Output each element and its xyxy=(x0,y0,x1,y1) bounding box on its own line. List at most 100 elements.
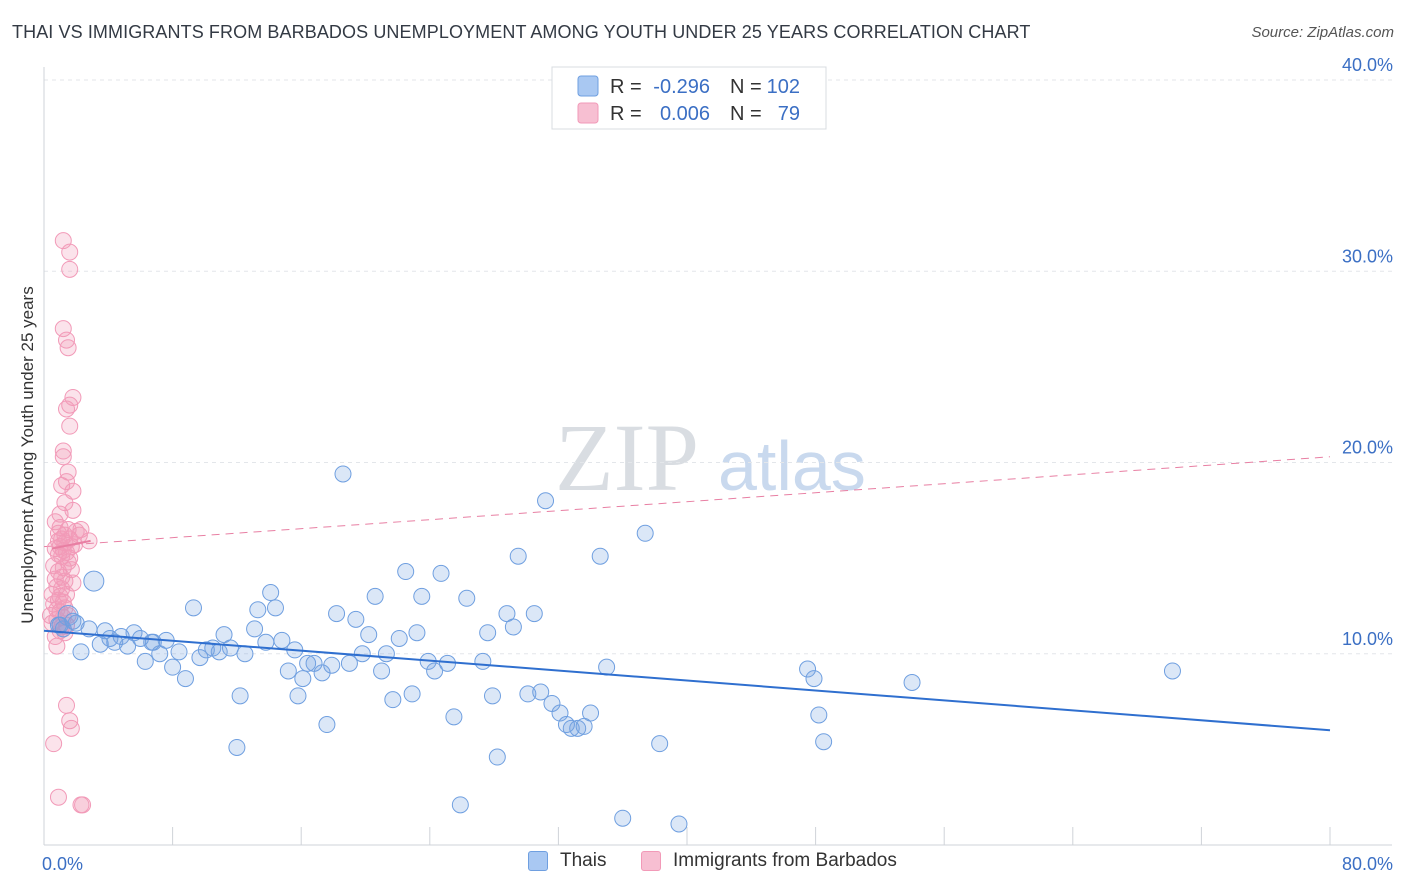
x-tick-label-max: 80.0% xyxy=(1342,854,1393,874)
thais-point xyxy=(246,620,264,638)
barbados-point xyxy=(61,417,79,435)
thais-point xyxy=(504,618,522,636)
thais-point xyxy=(651,735,669,753)
thais-point xyxy=(83,570,105,592)
thais-point xyxy=(91,635,109,653)
x-tick-label-min: 0.0% xyxy=(42,854,83,874)
legend-swatch xyxy=(577,75,599,97)
barbados-point xyxy=(64,501,82,519)
legend-r-value: 0.006 xyxy=(660,103,710,125)
thais-point xyxy=(903,673,921,691)
thais-point xyxy=(347,610,365,628)
thais-point xyxy=(136,652,154,670)
legend-r-value: -0.296 xyxy=(653,76,710,98)
thais-point xyxy=(249,601,267,619)
thais-point xyxy=(170,643,188,661)
thais-point xyxy=(805,670,823,688)
thais-point xyxy=(384,691,402,709)
thais-point xyxy=(614,809,632,827)
watermark-zip: ZIP xyxy=(555,404,699,511)
thais-point xyxy=(373,662,391,680)
thais-point xyxy=(509,547,527,565)
legend-n-value: 79 xyxy=(778,103,800,125)
legend-n-label: N = xyxy=(730,76,762,98)
thais-point xyxy=(228,738,246,756)
thais-point xyxy=(334,465,352,483)
thais-point xyxy=(266,599,284,617)
thais-point xyxy=(451,796,469,814)
barbados-trend-line xyxy=(43,456,1331,548)
thais-point xyxy=(299,654,317,672)
thais-point xyxy=(1163,662,1181,680)
barbados-point xyxy=(64,482,82,500)
y-tick-label: 40.0% xyxy=(1342,55,1393,75)
thais-point xyxy=(403,685,421,703)
thais-point xyxy=(106,633,124,651)
bottom-legend-thais-label: Thais xyxy=(560,850,607,871)
thais-point xyxy=(426,662,444,680)
thais-point xyxy=(176,670,194,688)
thais-point xyxy=(360,626,378,644)
thais-point xyxy=(532,683,550,701)
thais-point xyxy=(519,685,537,703)
top-legend: R = -0.296 N = 102 R = 0.006 N = 79 xyxy=(551,66,827,130)
barbados-point xyxy=(62,719,80,737)
legend-r-label: R = xyxy=(610,103,642,125)
thais-point xyxy=(810,706,828,724)
thais-point xyxy=(483,687,501,705)
thais-point xyxy=(67,614,85,632)
thais-point xyxy=(353,645,371,663)
bottom-legend-barbados-label: Immigrants from Barbados xyxy=(673,850,897,871)
thais-point xyxy=(164,658,182,676)
thais-point xyxy=(408,624,426,642)
barbados-points xyxy=(41,232,98,814)
thais-point xyxy=(569,719,587,737)
thais-point xyxy=(582,704,600,722)
barbados-point xyxy=(54,442,72,460)
bottom-legend-thais[interactable]: Thais xyxy=(528,850,606,872)
thais-point xyxy=(318,716,336,734)
thais-point xyxy=(413,587,431,605)
thais-point xyxy=(197,641,215,659)
thais-point xyxy=(432,564,450,582)
thais-point xyxy=(591,547,609,565)
y-tick-label: 10.0% xyxy=(1342,629,1393,649)
thais-point xyxy=(458,589,476,607)
bottom-legend-barbados[interactable]: Immigrants from Barbados xyxy=(641,850,897,872)
legend-n-label: N = xyxy=(730,103,762,125)
thais-point xyxy=(236,645,254,663)
thais-point xyxy=(390,629,408,647)
barbados-point xyxy=(74,796,92,814)
thais-swatch xyxy=(528,851,548,871)
thais-point xyxy=(323,656,341,674)
thais-point xyxy=(377,645,395,663)
thais-point xyxy=(221,639,239,657)
barbados-point xyxy=(61,243,79,261)
barbados-point xyxy=(59,339,77,357)
thais-point xyxy=(474,652,492,670)
thais-point xyxy=(636,524,654,542)
chart-source: Source: ZipAtlas.com xyxy=(1251,24,1394,41)
thais-point xyxy=(231,687,249,705)
thais-point xyxy=(445,708,463,726)
barbados-point xyxy=(49,788,67,806)
thais-point xyxy=(598,658,616,676)
thais-point xyxy=(294,670,312,688)
thais-point xyxy=(328,605,346,623)
thais-point xyxy=(815,733,833,751)
thais-points xyxy=(49,465,1181,833)
barbados-point xyxy=(58,696,76,714)
thais-point xyxy=(64,612,82,630)
y-tick-label: 30.0% xyxy=(1342,246,1393,266)
barbados-trend-solid-segment xyxy=(51,539,91,550)
thais-point xyxy=(184,599,202,617)
legend-r-label: R = xyxy=(610,76,642,98)
thais-point xyxy=(479,624,497,642)
thais-trend-line xyxy=(43,629,1331,732)
thais-point xyxy=(289,687,307,705)
barbados-point xyxy=(54,448,72,466)
y-tick-label: 20.0% xyxy=(1342,438,1393,458)
legend-n-value: 102 xyxy=(767,76,800,98)
bottom-legend: Thais Immigrants from Barbados xyxy=(0,850,1406,880)
